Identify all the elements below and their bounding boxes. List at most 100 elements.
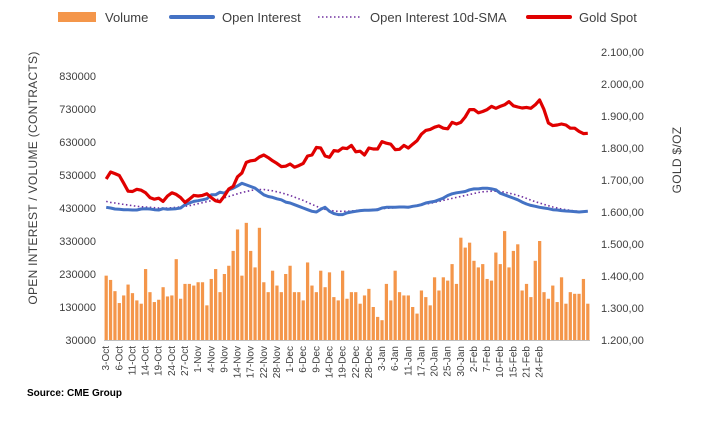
volume-bar [406,295,410,340]
volume-bar [209,278,213,340]
volume-bar [126,284,130,340]
volume-bar [143,269,148,340]
volume-bar [262,282,266,340]
volume-bar [231,250,235,340]
x-tick-label: 11-Oct [128,346,139,375]
x-tick-label: 4-Nov [206,346,217,373]
x-tick-label: 24-Feb [535,346,546,378]
volume-bar [467,242,472,340]
x-tick-label: 21-Feb [522,346,533,378]
y-left-tick-label: 630000 [59,137,96,149]
oi-sma-line [106,188,588,213]
volume-bar [524,283,529,340]
volume-bar [152,302,156,340]
x-tick-label: 14-Oct [141,346,152,376]
volume-bar [192,285,196,340]
volume-bar [266,292,270,340]
volume-bar [529,297,533,340]
x-tick-label: 11-Jan [403,346,414,376]
x-tick-label: 28-Dec [364,346,375,378]
x-tick-label: 1-Nov [193,346,204,373]
volume-bar [104,275,108,340]
x-tick-label: 28-Nov [272,346,283,378]
volume-bar [354,292,358,340]
y-right-ticks: 2.100,00 2.000,00 1.900,00 1.800,00 1.700,00… [601,47,644,347]
x-tick-label: 17-Jan [416,346,427,377]
volume-bar [117,303,121,340]
volume-bar [441,277,445,340]
legend-label: Volume [105,10,148,25]
x-tick-label: 6-Dec [298,346,309,373]
volume-bar [323,287,327,340]
volume-bar [432,277,437,340]
legend-label: Open Interest 10d-SMA [370,10,507,25]
volume-bar [533,260,537,340]
y-right-tick-label: 1.200,00 [601,335,644,347]
volume-bar [205,305,209,340]
x-tick-label: 30-Jan [456,346,467,377]
volume-bar [240,275,244,340]
volume-bar [489,280,494,340]
x-tick-label: 19-Oct [154,346,165,376]
y-left-tick-label: 730000 [59,104,96,116]
volume-bar [349,292,353,340]
x-tick-label: 3-Jan [377,346,388,371]
volume-bar [542,292,546,340]
volume-bar [459,237,463,340]
volume-bar [235,229,240,340]
legend-label: Gold Spot [579,10,637,25]
volume-bar [402,295,406,340]
volume-bar [520,290,524,340]
volume-bar [498,264,502,340]
y-right-tick-label: 1.800,00 [601,143,644,155]
x-tick-label: 20-Jan [430,346,441,377]
x-tick-label: 6-Oct [114,346,125,371]
volume-bar [586,303,590,340]
volume-bar [218,292,222,340]
volume-bar [148,292,152,340]
y-right-tick-label: 2.000,00 [601,79,644,91]
volume-bar [367,288,371,340]
volume-bar [358,303,362,340]
open-interest-line [105,181,588,217]
volume-bar [437,290,441,340]
plot-area [104,98,590,341]
volume-bar [559,277,564,340]
volume-bar [200,282,205,340]
volume-bar [284,274,288,340]
volume-bar [389,300,393,340]
volume-bar [463,247,467,340]
volume-bar [503,231,507,340]
volume-bar [183,283,187,340]
series-lines [104,98,588,217]
volume-bar [244,222,248,340]
x-tick-label: 15-Feb [508,346,519,378]
volume-bar [135,300,139,340]
volume-bar [332,297,336,340]
volume-bar [314,292,318,340]
volume-bar [222,274,227,340]
y-left-tick-label: 30000 [65,335,96,347]
volume-bar [581,278,586,340]
y-left-tick-label: 130000 [59,302,96,314]
volume-bar [568,292,572,340]
volume-bar [424,297,428,340]
volume-bar [507,267,511,340]
volume-bar [380,320,384,340]
volume-bar [292,292,297,340]
volume-bar [275,285,279,340]
volume-bar [170,295,174,340]
volume-bar [341,270,345,340]
volume-bar [336,300,340,340]
volume-bar [450,264,454,340]
x-tick-label: 19-Dec [338,346,349,378]
x-tick-label: 14-Dec [325,346,336,378]
volume-bar [297,292,301,340]
volume-bar [546,298,551,340]
volume-bar [108,279,113,340]
x-tick-label: 7-Feb [482,346,493,373]
y-left-ticks: 830000 730000 630000 530000 430000 330000 2300… [59,71,96,347]
volume-bar [481,264,485,340]
volume-bar [419,290,424,340]
x-ticks: 3-Oct 6-Oct 11-Oct 14-Oct 19-Oct 24-Oct 27-Oct… [101,346,545,379]
